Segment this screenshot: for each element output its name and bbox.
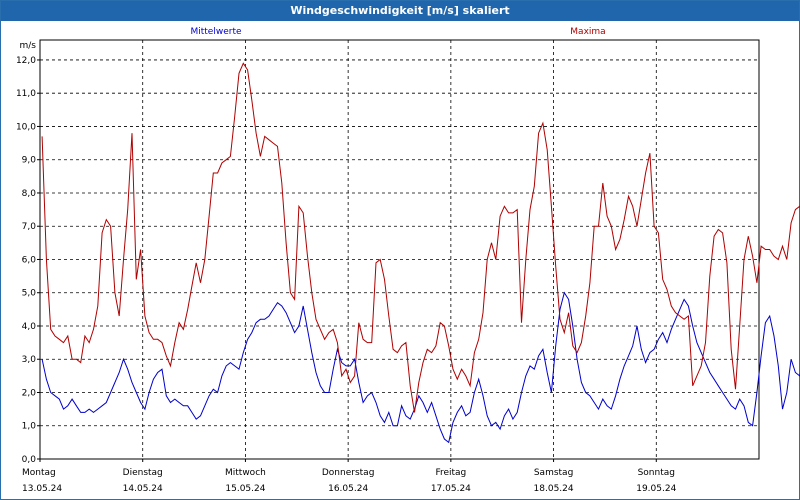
series-line-maxima (41, 62, 800, 413)
y-axis: 0,0 1,0 2,0 3,0 4,0 5,0 6,0 7,0 8,0 9,0 10,0 11,0 12… (16, 41, 40, 465)
y-tick-label: 2,0 (22, 388, 37, 398)
day-name-label: Donnerstag (322, 468, 375, 478)
chart-title: Windgeschwindigkeit [m/s] skaliert (1, 1, 799, 21)
day-name-label: Montag (22, 468, 56, 478)
y-tick-label: 10,0 (16, 122, 36, 132)
series-line-mittelwerte (41, 291, 800, 444)
y-tick-label: 12,0 (16, 56, 36, 66)
day-name-label: Samstag (534, 468, 573, 478)
day-date-label: 17.05.24 (431, 484, 471, 494)
y-tick-label: 9,0 (22, 156, 37, 166)
y-tick-label: 4,0 (22, 322, 37, 332)
y-tick-label: 5,0 (22, 289, 37, 299)
day-date-label: 19.05.24 (636, 484, 676, 494)
day-date-label: 18.05.24 (534, 484, 574, 494)
legend: Mittelwerte Maxima (190, 27, 605, 37)
day-name-label: Mittwoch (225, 468, 266, 478)
grid-lines (40, 40, 759, 459)
day-name-label: Sonntag (638, 468, 675, 478)
day-date-label: 14.05.24 (123, 484, 163, 494)
day-name-label: Dienstag (123, 468, 163, 478)
series-lines (41, 62, 800, 444)
legend-entry: Maxima (570, 27, 605, 37)
y-tick-label: 6,0 (22, 255, 37, 265)
plot-area (39, 39, 760, 460)
day-date-label: 15.05.24 (225, 484, 265, 494)
x-axis: Montag 13.05.24 Dienstag 14.05.24 Mittwoch 15… (22, 459, 677, 494)
y-axis-unit: m/s (20, 41, 37, 51)
y-tick-label: 7,0 (22, 222, 37, 232)
y-tick-label: 8,0 (22, 189, 37, 199)
y-tick-label: 0,0 (22, 455, 37, 465)
day-name-label: Freitag (435, 468, 466, 478)
day-date-label: 16.05.24 (328, 484, 368, 494)
y-tick-label: 1,0 (22, 422, 37, 432)
y-tick-label: 11,0 (16, 89, 36, 99)
legend-entry: Mittelwerte (190, 27, 241, 37)
day-date-label: 13.05.24 (22, 484, 62, 494)
y-tick-label: 3,0 (22, 355, 37, 365)
